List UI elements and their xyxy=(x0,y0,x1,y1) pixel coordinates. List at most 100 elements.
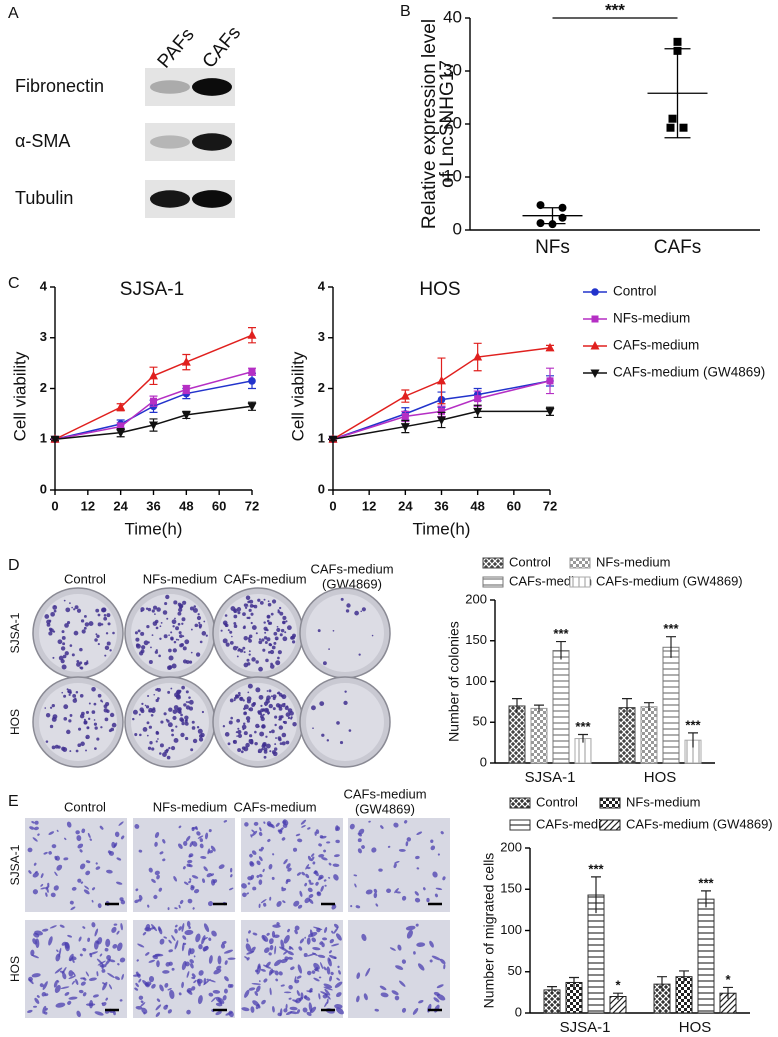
cell xyxy=(119,999,123,1002)
cell xyxy=(46,887,49,893)
colony xyxy=(282,620,286,625)
colony xyxy=(276,627,281,633)
colony xyxy=(267,600,270,603)
cell xyxy=(30,949,35,956)
cell xyxy=(304,996,311,1001)
cell xyxy=(354,883,357,888)
y-axis-label: of LncSNHG17 xyxy=(437,60,458,188)
cell xyxy=(263,821,266,824)
colony xyxy=(267,711,271,715)
cell xyxy=(331,904,337,910)
cell xyxy=(54,871,58,877)
colony xyxy=(188,699,194,705)
colony xyxy=(66,688,69,691)
cell xyxy=(304,936,306,939)
colony xyxy=(180,713,183,717)
cell xyxy=(114,831,120,838)
colony xyxy=(94,638,98,642)
cell xyxy=(338,970,341,975)
colony xyxy=(346,603,351,608)
cell xyxy=(191,973,196,978)
colony xyxy=(291,640,296,644)
error-bar xyxy=(512,698,522,714)
colony xyxy=(83,720,88,725)
cell xyxy=(156,960,160,968)
cell xyxy=(28,978,34,985)
cell xyxy=(401,895,407,901)
legend-label: CAFs-medium (GW4869) xyxy=(596,573,743,588)
colony xyxy=(159,637,162,640)
cell xyxy=(119,957,126,963)
colony xyxy=(274,715,278,719)
legend-label: CAFs-medium (GW4869) xyxy=(626,816,773,831)
cell xyxy=(120,835,125,840)
blot-band xyxy=(150,80,190,94)
colony xyxy=(197,613,200,616)
cell xyxy=(91,922,96,928)
cell xyxy=(318,874,324,880)
colony xyxy=(261,744,266,749)
colony xyxy=(152,605,158,610)
colony xyxy=(105,632,109,635)
cell xyxy=(271,876,275,880)
cell xyxy=(207,901,214,907)
colony xyxy=(266,614,271,619)
cell xyxy=(412,1007,419,1015)
colony xyxy=(147,641,150,644)
cell xyxy=(272,1005,275,1013)
cell xyxy=(85,870,91,876)
cell xyxy=(83,889,90,895)
cell xyxy=(371,847,377,853)
cell xyxy=(199,838,204,843)
colony xyxy=(261,638,265,642)
legend-swatch xyxy=(569,557,591,569)
cell xyxy=(254,991,259,996)
colony xyxy=(190,748,194,752)
bar xyxy=(543,989,561,1014)
cell xyxy=(287,928,290,933)
cell xyxy=(299,938,305,944)
cell xyxy=(250,1006,255,1013)
colony xyxy=(279,742,283,745)
colony xyxy=(153,693,156,696)
image-column-label: NFs-medium xyxy=(143,571,217,586)
x-tick-label: 0 xyxy=(329,498,336,513)
colony xyxy=(233,699,236,702)
colony xyxy=(155,649,158,652)
significance-label: * xyxy=(615,978,621,993)
colony xyxy=(146,734,149,737)
cell xyxy=(188,853,194,858)
colony xyxy=(266,695,271,701)
cell xyxy=(276,922,280,926)
cell xyxy=(333,854,340,858)
marker xyxy=(248,368,256,376)
cell xyxy=(178,843,183,849)
cell xyxy=(87,937,91,942)
cell xyxy=(286,863,291,869)
colony xyxy=(237,733,243,738)
cell xyxy=(312,861,316,865)
cell xyxy=(187,989,193,995)
cell xyxy=(439,958,446,965)
colony xyxy=(236,718,241,723)
cell xyxy=(433,991,440,996)
cell xyxy=(391,990,399,996)
y-axis-label: Cell viability xyxy=(288,351,307,441)
y-tick-label: 100 xyxy=(465,673,487,688)
colony xyxy=(140,709,145,714)
cell xyxy=(77,878,82,883)
cell xyxy=(95,866,101,870)
colony xyxy=(251,625,257,630)
cell xyxy=(282,823,288,829)
colony xyxy=(185,660,190,664)
cell xyxy=(335,839,340,844)
colony xyxy=(57,745,61,749)
colony xyxy=(44,614,50,619)
colony xyxy=(83,614,87,618)
colony xyxy=(79,661,83,665)
cell xyxy=(148,975,155,983)
cell xyxy=(148,959,156,963)
cell xyxy=(252,932,258,936)
colony xyxy=(336,721,340,725)
marker xyxy=(150,397,157,405)
